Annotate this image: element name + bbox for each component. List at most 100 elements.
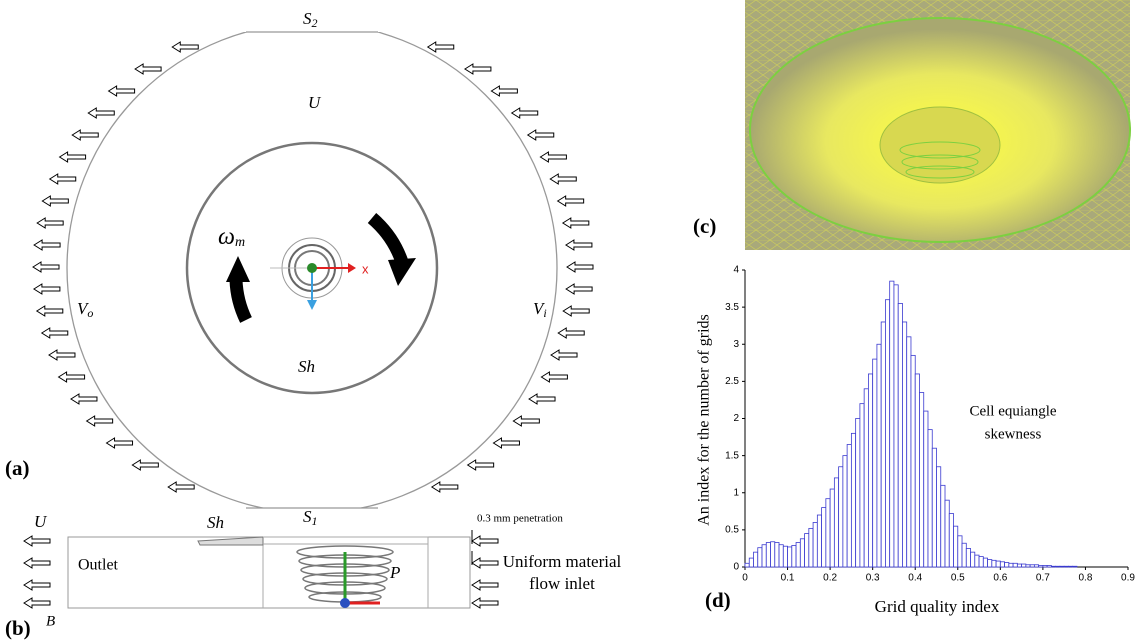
flow-arrow	[87, 416, 113, 426]
bar	[1068, 566, 1072, 567]
domain-outline	[68, 537, 470, 608]
bar	[928, 430, 932, 567]
flow-arrow	[551, 350, 577, 360]
bar	[996, 561, 1000, 567]
bar	[992, 560, 996, 567]
x-tick-label: 0.1	[781, 573, 795, 584]
bar	[1043, 566, 1047, 567]
figure: x S2 S1 U ωm Vo Vi Sh (a) 0.3 mm penetra…	[0, 0, 1140, 641]
flow-arrow	[566, 284, 592, 294]
outlet-label: Outlet	[78, 557, 119, 574]
bar	[847, 444, 851, 567]
flow-arrow	[42, 328, 68, 338]
x-tick-label: 0.8	[1078, 573, 1092, 584]
bar	[822, 508, 826, 567]
x-tick-label: 0.7	[1036, 573, 1050, 584]
bar	[1000, 562, 1004, 567]
rotation-arrow	[236, 280, 246, 320]
flow-arrow	[50, 174, 76, 184]
flow-arrow	[529, 394, 555, 404]
x-tick-label: 0.2	[823, 573, 837, 584]
bar	[881, 322, 885, 567]
bar	[843, 456, 847, 567]
bar	[749, 558, 753, 567]
bar	[1034, 565, 1038, 567]
bar	[954, 526, 958, 567]
x-tick-label: 0.9	[1121, 573, 1135, 584]
bar	[975, 555, 979, 567]
bar	[919, 393, 923, 567]
bar	[762, 545, 766, 567]
bar	[877, 344, 881, 567]
flow-arrow	[42, 196, 68, 206]
bar	[796, 542, 800, 567]
flow-arrow	[33, 262, 59, 272]
flow-arrow	[472, 558, 498, 568]
bar	[885, 300, 889, 567]
bar	[745, 563, 749, 567]
vo-label: Vo	[77, 299, 93, 320]
bar	[758, 548, 762, 567]
flow-arrow	[109, 86, 135, 96]
flow-arrow	[24, 558, 50, 568]
u-label: U	[308, 93, 322, 112]
flow-arrow	[135, 64, 161, 74]
flow-arrow	[24, 580, 50, 590]
bar	[1064, 566, 1068, 567]
panel-label: (c)	[693, 214, 716, 238]
y-tick-label: 1	[733, 487, 739, 498]
bar	[856, 419, 860, 568]
bar	[826, 499, 830, 567]
y-tick-label: 0	[733, 562, 739, 573]
bar	[932, 448, 936, 567]
panel-c: (c)	[693, 0, 1130, 250]
bar	[805, 534, 809, 567]
bar	[864, 389, 868, 567]
y-tick-label: 4	[733, 265, 739, 276]
bar	[1051, 566, 1055, 567]
panel-a: x S2 S1 U ωm Vo Vi Sh (a)	[5, 9, 593, 528]
flow-arrow	[540, 152, 566, 162]
flow-arrow	[468, 460, 494, 470]
flow-arrow	[49, 350, 75, 360]
rotation-arrow-head	[388, 258, 416, 286]
bar	[1009, 563, 1013, 567]
y-tick-label: 3.5	[725, 302, 739, 313]
flow-arrow	[558, 196, 584, 206]
penetration-label: 0.3 mm penetration	[477, 513, 563, 525]
flow-arrow	[37, 306, 63, 316]
axis-x-head	[348, 263, 356, 273]
x-tick-label: 0.4	[908, 573, 922, 584]
bar	[817, 515, 821, 567]
flow-arrow	[472, 580, 498, 590]
x-tick-label: 0	[742, 573, 748, 584]
flow-arrow	[528, 130, 554, 140]
bar	[937, 467, 941, 567]
y-tick-label: 1.5	[725, 450, 739, 461]
bar	[792, 545, 796, 567]
flow-arrow	[24, 536, 50, 546]
flow-arrow	[472, 536, 498, 546]
flow-arrow	[493, 438, 519, 448]
bar	[1039, 566, 1043, 567]
x-tick-label: 0.6	[993, 573, 1007, 584]
rotation-arrow	[372, 218, 402, 262]
flow-arrow	[428, 42, 454, 52]
bar	[1030, 565, 1034, 567]
annotation: skewness	[985, 426, 1042, 442]
y-tick-label: 3	[733, 339, 739, 350]
bar	[915, 374, 919, 567]
bar	[1026, 565, 1030, 567]
flow-arrow	[567, 262, 593, 272]
bar	[839, 467, 843, 567]
bar	[1022, 564, 1026, 567]
rotation-arrow-head	[226, 256, 250, 282]
bar	[945, 500, 949, 567]
x-tick-label: 0.5	[951, 573, 965, 584]
bar	[971, 552, 975, 567]
bar	[851, 433, 855, 567]
bar	[800, 539, 804, 567]
bar	[898, 303, 902, 567]
bar	[771, 542, 775, 567]
p-label: P	[389, 563, 400, 582]
